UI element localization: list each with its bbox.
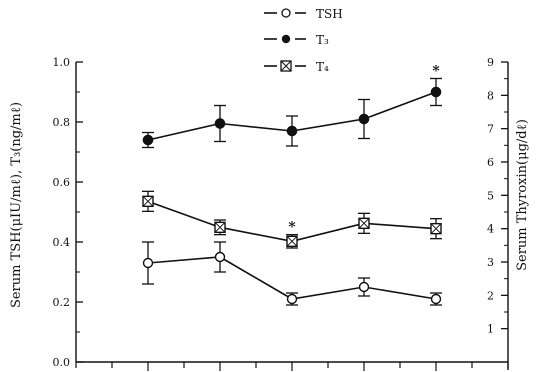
y-tick-label-left: 0.8: [53, 116, 71, 129]
series-layer: **: [142, 64, 442, 306]
legend-item-2: T₃: [264, 33, 329, 47]
marker-cross: [142, 195, 154, 207]
data-point: [214, 221, 226, 234]
data-point: [286, 125, 298, 137]
data-point: [358, 217, 370, 230]
data-point: [286, 235, 298, 248]
data-point: [286, 293, 298, 305]
y-tick-label-right: 5: [487, 189, 494, 202]
series-3: *: [142, 190, 442, 249]
legend-item-3: T₄: [264, 60, 329, 74]
y-tick-label-right: 1: [487, 323, 494, 336]
significance-mark: *: [432, 64, 440, 80]
y-tick-label-right: 4: [487, 223, 494, 236]
marker-cross: [430, 223, 442, 235]
y-tick-label-left: 0.2: [53, 296, 71, 309]
marker-cross: [286, 235, 298, 247]
legend-label: T₄: [316, 60, 329, 74]
series-2: *: [142, 64, 442, 149]
marker-cross: [280, 60, 292, 72]
y-tick-label-left: 0.0: [53, 356, 71, 369]
data-point: [142, 257, 154, 269]
y-tick-label-left: 0.4: [53, 236, 71, 249]
significance-mark: *: [288, 220, 296, 236]
data-point: [214, 251, 226, 263]
data-point: [430, 293, 442, 305]
data-point: [358, 113, 370, 125]
y-tick-label-right: 9: [487, 56, 494, 69]
y-tick-label-right: 2: [487, 289, 494, 302]
marker-cross: [214, 221, 226, 233]
marker-cross: [358, 217, 370, 229]
y-axis-title-left: Serum TSH(μIU/mℓ), T₃(ng/mℓ): [9, 102, 24, 308]
data-point: [358, 281, 370, 293]
legend-label: T₃: [316, 33, 329, 47]
data-point: [214, 118, 226, 129]
data-point: [142, 134, 154, 146]
axes: 0.0 0.2 0.4 0.6 0.8 1.0 1 2 3 4 5 6 7 8 9: [53, 56, 509, 371]
data-point: [430, 222, 442, 235]
legend-marker: [281, 8, 291, 18]
y-tick-label-right: 6: [487, 156, 494, 169]
legend-marker: [281, 34, 291, 44]
legend-marker: [280, 60, 292, 72]
series-1: [142, 241, 442, 306]
y-tick-label-right: 8: [487, 89, 494, 102]
data-point: [142, 195, 154, 208]
y-tick-label-left: 0.6: [53, 176, 71, 189]
data-point: [430, 86, 442, 98]
legend-item-1: TSH: [264, 7, 343, 21]
y-tick-label-left: 1.0: [53, 56, 71, 69]
legend: TSH T₃ T₄: [264, 7, 343, 74]
y-tick-label-right: 7: [487, 123, 494, 136]
legend-label: TSH: [316, 7, 343, 21]
y-axis-title-right: Serum Thyroxin(μg/dℓ): [515, 119, 530, 271]
y-tick-label-right: 3: [487, 256, 494, 269]
